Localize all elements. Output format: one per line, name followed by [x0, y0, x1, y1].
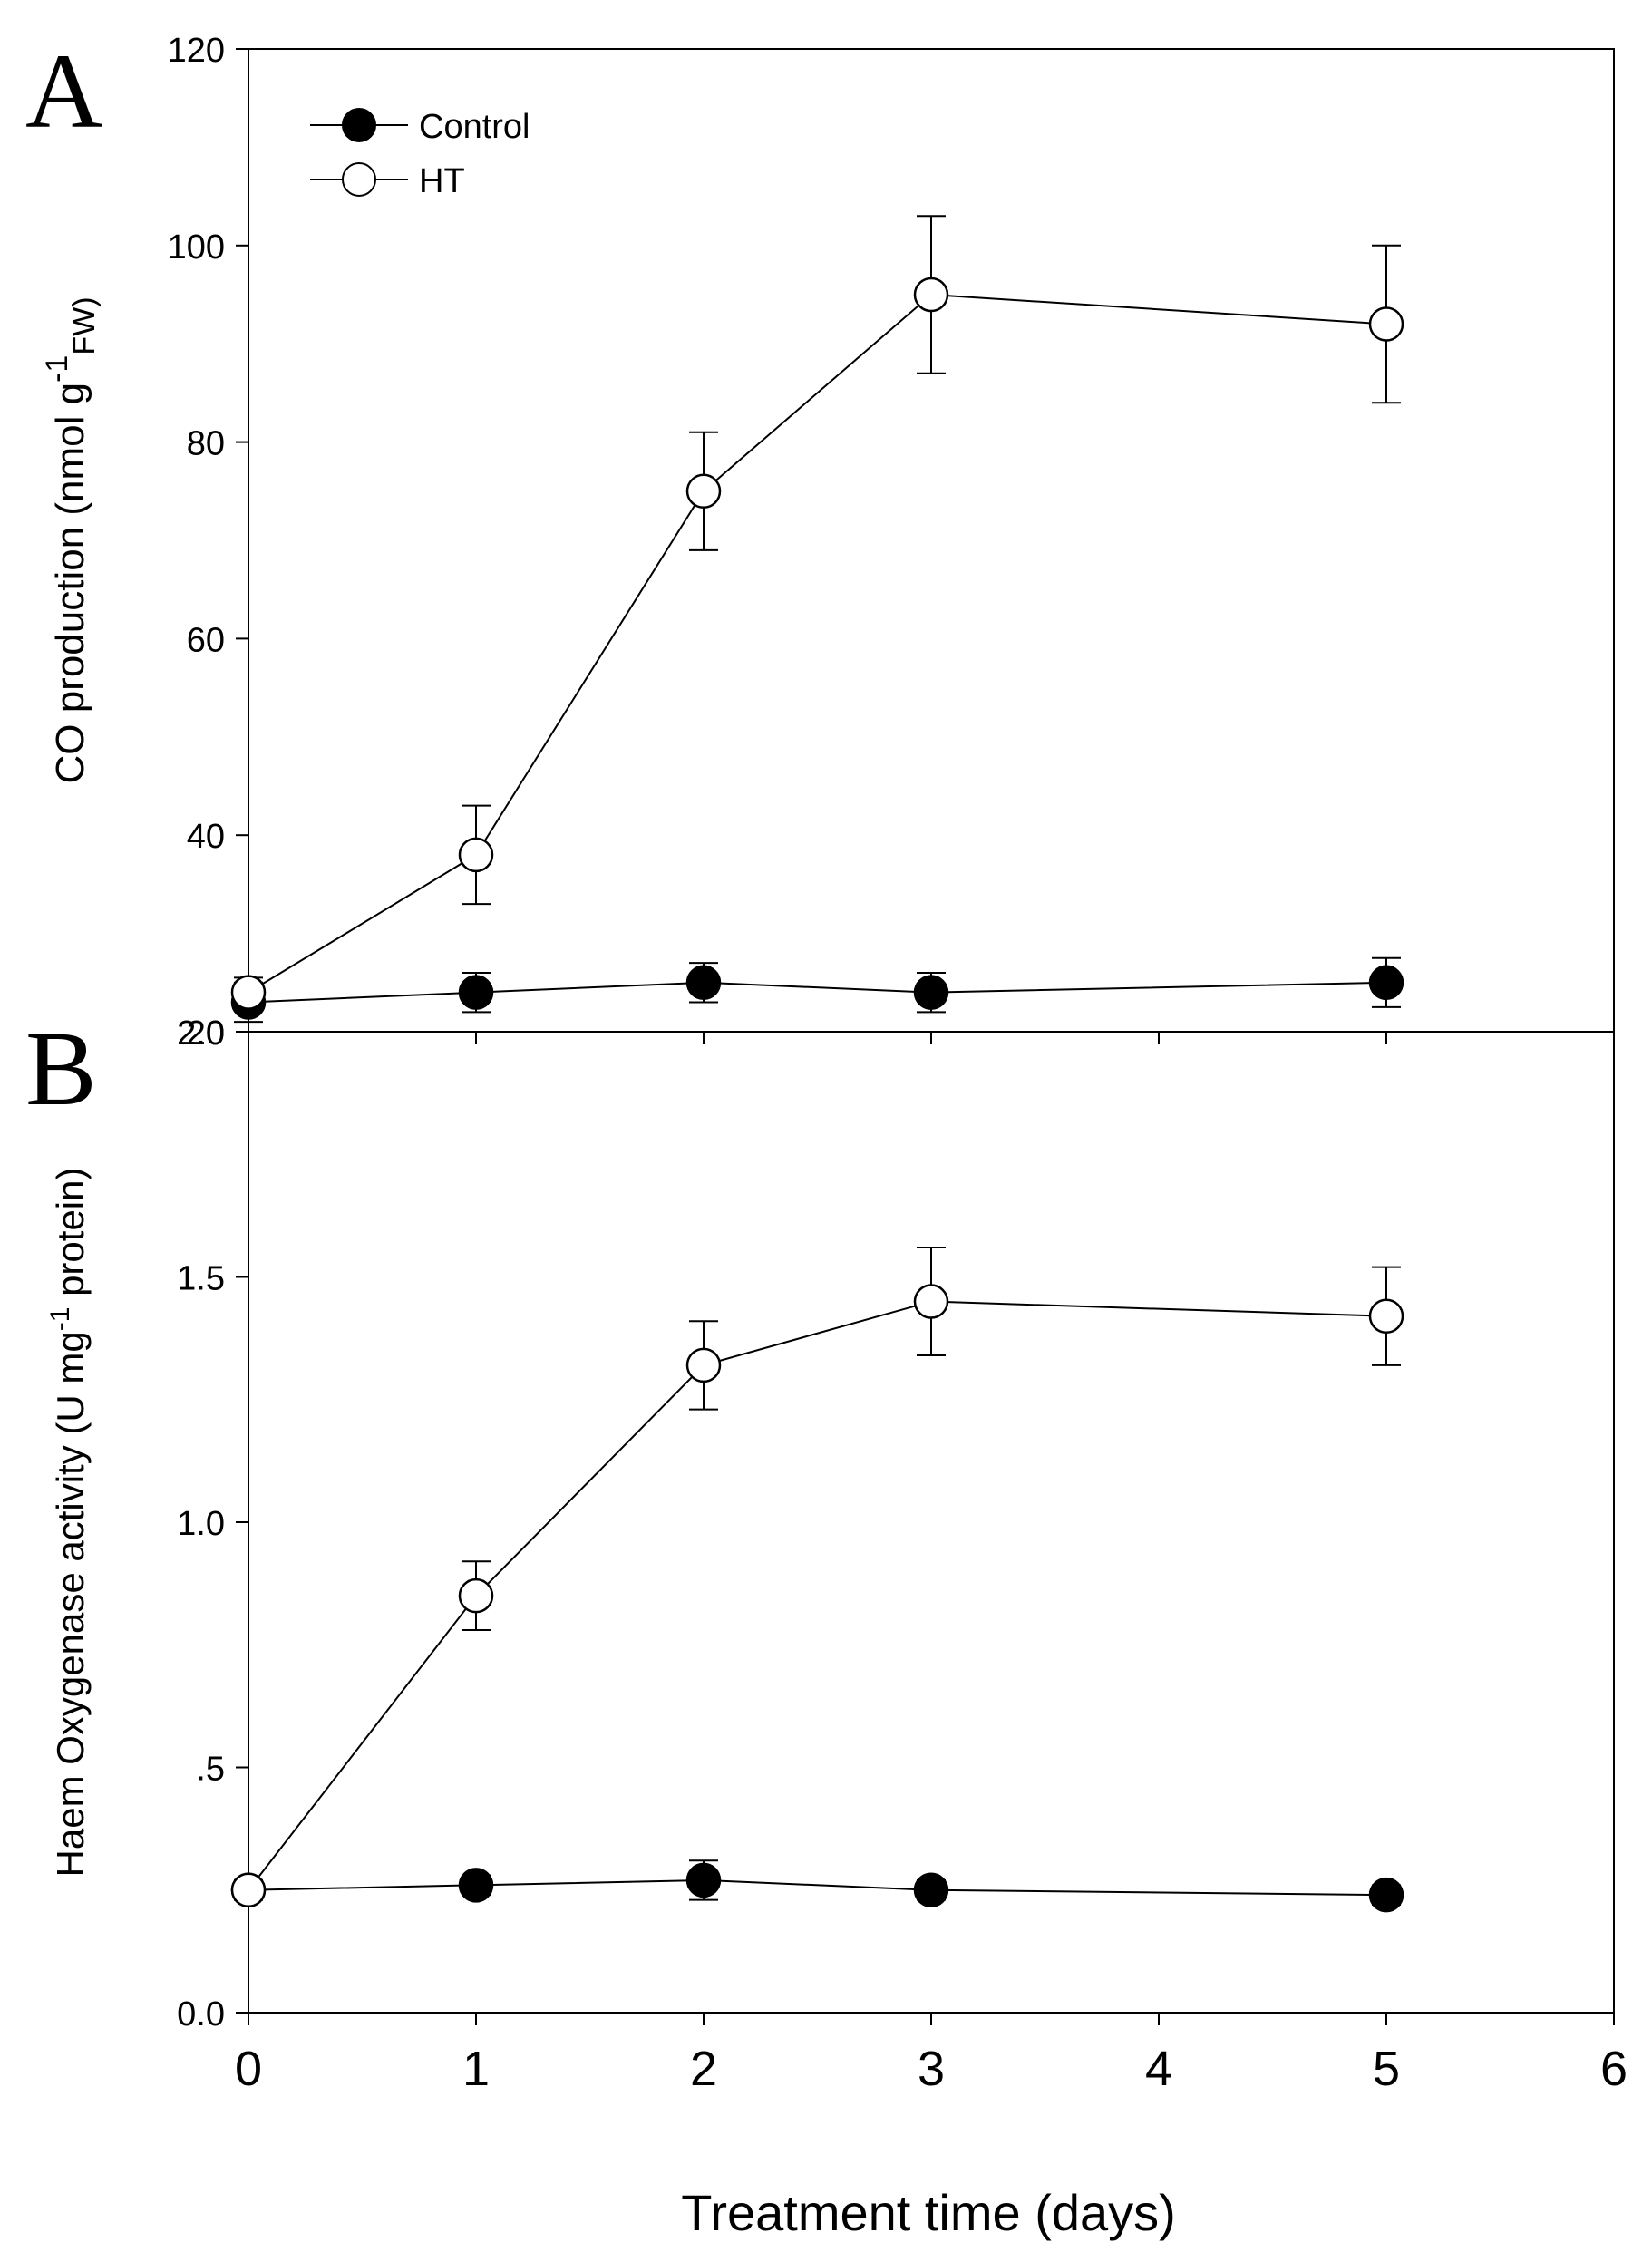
- y-tick-label-a: 20: [187, 1014, 225, 1053]
- data-point-control: [685, 965, 722, 1001]
- data-point-control: [1368, 965, 1404, 1001]
- y-tick-label-a: 120: [168, 32, 225, 70]
- data-point-control: [458, 1868, 494, 1903]
- data-point-control: [913, 1872, 949, 1907]
- y-axis-label-a-sup: -1: [40, 355, 74, 383]
- legend-ht-marker: [342, 162, 376, 197]
- legend-control-marker: [342, 108, 376, 142]
- x-tick-label: 1: [462, 2042, 490, 2096]
- y-tick-label-a: 40: [187, 818, 225, 856]
- panel-a-letter: A: [25, 32, 102, 150]
- data-point-ht: [913, 277, 949, 313]
- y-tick-label-a: 60: [187, 621, 225, 659]
- y-axis-label-b: Haem Oxygenase activity (U mg-1 protein): [45, 1168, 92, 1878]
- series-line-control: [248, 1878, 1387, 1897]
- panel-b: B 0.0 .5 1.0 1.5 2.0 Haem Oxygenase activity…: [25, 1009, 1615, 2034]
- series-line-ht: [248, 1300, 1387, 1891]
- y-axis-label-a-sub: FW): [67, 296, 102, 354]
- data-point-control: [1368, 1877, 1404, 1913]
- legend-control-label: Control: [419, 108, 530, 146]
- y-tick-label-b: 1.5: [177, 1260, 225, 1298]
- data-point-ht: [458, 837, 494, 873]
- data-point-ht: [230, 1872, 267, 1907]
- y-axis-label-b-main: Haem Oxygenase activity (U mg: [49, 1331, 92, 1877]
- y-axis-label-a-main: CO production (nmol g: [48, 383, 92, 784]
- data-point-ht: [1368, 1298, 1404, 1335]
- plot-frame-b: [248, 1031, 1615, 2014]
- data-point-ht: [1368, 306, 1404, 342]
- data-point-ht: [913, 1284, 949, 1319]
- x-tick-label: 0: [235, 2042, 262, 2096]
- panel-a: A 20 40 60 80 100 120 CO production (nmol g-1…: [25, 32, 1615, 1053]
- y-tick-label-b: 0.0: [177, 1995, 225, 2034]
- y-tick-label-a: 80: [187, 425, 225, 463]
- series-line-ht: [248, 293, 1387, 994]
- data-point-ht: [230, 975, 267, 1010]
- series-line-control: [248, 981, 1387, 1004]
- x-tick-label: 3: [918, 2042, 945, 2096]
- panel-b-letter: B: [25, 1009, 97, 1128]
- x-tick-label: 4: [1145, 2042, 1172, 2096]
- x-tick-label: 5: [1373, 2042, 1400, 2096]
- y-tick-label-b: 2.0: [177, 1014, 225, 1053]
- y-tick-label-a: 100: [168, 228, 225, 267]
- legend-ht-label: HT: [419, 162, 465, 200]
- legend: Control HT: [310, 108, 530, 200]
- data-point-control: [913, 975, 949, 1010]
- data-point-control: [458, 975, 494, 1010]
- data-point-ht: [685, 1347, 722, 1383]
- x-tick-label: 6: [1600, 2042, 1628, 2096]
- x-tick-label: 2: [690, 2042, 717, 2096]
- data-point-ht: [458, 1577, 494, 1614]
- y-axis-label-b-sup: -1: [45, 1307, 75, 1332]
- y-tick-label-b: 1.0: [177, 1505, 225, 1543]
- y-axis-label-b-rest: protein): [49, 1168, 92, 1307]
- x-axis-label: Treatment time (days): [681, 2184, 1176, 2241]
- data-point-ht: [685, 473, 722, 510]
- y-axis-label-a: CO production (nmol g-1FW): [40, 296, 102, 783]
- data-point-control: [685, 1862, 722, 1898]
- y-tick-label-b: .5: [196, 1751, 225, 1789]
